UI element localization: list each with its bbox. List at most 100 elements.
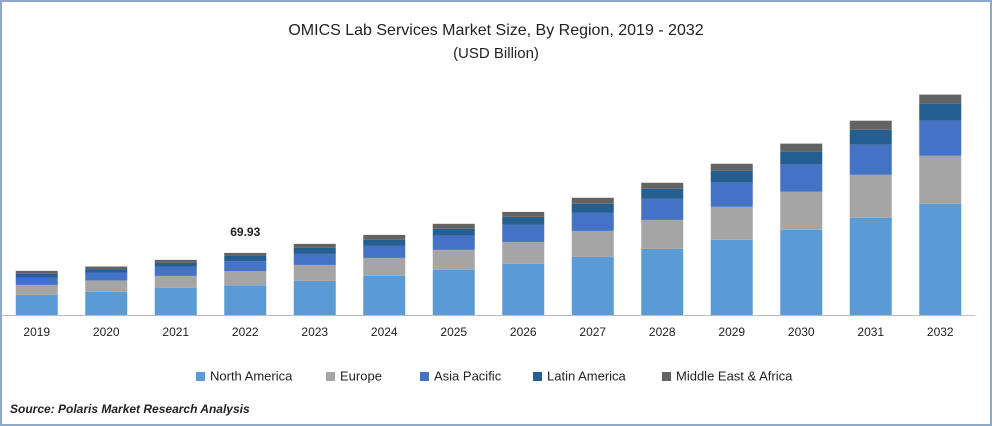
bar-segment — [15, 294, 58, 315]
x-tick-label: 2024 — [371, 325, 398, 339]
bar-segment — [780, 191, 823, 230]
bar-segment — [641, 219, 684, 249]
bar-segment — [641, 198, 684, 220]
x-tick-label: 2025 — [440, 325, 467, 339]
bar-segment — [571, 212, 614, 231]
x-tick-label: 2023 — [301, 325, 328, 339]
legend-swatch — [662, 372, 671, 381]
bar-segment — [919, 203, 962, 315]
bar-segment — [224, 261, 267, 272]
bar-segment — [293, 243, 336, 248]
bar-segment — [154, 287, 197, 315]
x-tick-label: 2029 — [718, 325, 745, 339]
data-label: 69.93 — [230, 225, 260, 239]
bar-segment — [641, 188, 684, 199]
bar-segment — [432, 235, 475, 250]
legend-swatch — [196, 372, 205, 381]
legend-swatch — [326, 372, 335, 381]
bar-segment — [363, 234, 406, 240]
bar-segment — [154, 259, 197, 263]
bar-segment — [780, 229, 823, 315]
chart-title: OMICS Lab Services Market Size, By Regio… — [288, 22, 703, 39]
bar-segment — [780, 143, 823, 152]
legend-swatch — [533, 372, 542, 381]
bar-segment — [849, 217, 892, 315]
bar-segment — [154, 262, 197, 267]
bar-segment — [154, 266, 197, 276]
bar-segment — [571, 203, 614, 213]
bar-segment — [15, 270, 58, 274]
bar-segment — [502, 216, 545, 225]
bar-segment — [85, 269, 128, 273]
bar-segment — [432, 249, 475, 270]
bar-segment — [571, 256, 614, 315]
bar-segment — [363, 275, 406, 315]
legend-label: Latin America — [547, 368, 627, 383]
bar-segment — [154, 275, 197, 288]
bar-segment — [15, 277, 58, 285]
bar-segment — [363, 257, 406, 276]
bar-segment — [432, 228, 475, 236]
bar-segment — [293, 247, 336, 254]
bar-segment — [571, 197, 614, 204]
bar-segment — [224, 252, 267, 256]
bar-segment — [919, 155, 962, 204]
bar-segment — [710, 239, 753, 315]
bar-segment — [432, 223, 475, 229]
bar-segment — [571, 230, 614, 257]
x-tick-label: 2032 — [927, 325, 954, 339]
bar-segment — [363, 245, 406, 258]
bar-segment — [15, 284, 58, 295]
bar-segment — [224, 271, 267, 286]
x-tick-label: 2021 — [162, 325, 189, 339]
legend-label: Asia Pacific — [434, 368, 502, 383]
bar-segment — [502, 263, 545, 315]
bar-segment — [849, 129, 892, 145]
bar-segment — [85, 272, 128, 281]
bar-segment — [919, 94, 962, 104]
x-tick-label: 2022 — [232, 325, 259, 339]
bar-segment — [710, 163, 753, 171]
x-tick-label: 2019 — [23, 325, 50, 339]
x-tick-label: 2031 — [857, 325, 884, 339]
bar-segment — [641, 248, 684, 315]
x-tick-label: 2026 — [510, 325, 537, 339]
legend-swatch — [420, 372, 429, 381]
x-tick-label: 2027 — [579, 325, 606, 339]
bar-segment — [502, 211, 545, 217]
x-tick-label: 2030 — [788, 325, 815, 339]
bar-segment — [710, 170, 753, 183]
legend-label: Middle East & Africa — [676, 368, 793, 383]
bar-segment — [849, 120, 892, 130]
bar-segment — [432, 269, 475, 315]
bar-segment — [293, 264, 336, 281]
bar-segment — [224, 255, 267, 262]
bar-segment — [85, 266, 128, 270]
bar-segment — [849, 144, 892, 175]
bar-segment — [919, 103, 962, 121]
chart-subtitle: (USD Billion) — [453, 45, 539, 62]
bar-segment — [849, 174, 892, 218]
bar-segment — [15, 273, 58, 278]
bar-segment — [780, 164, 823, 192]
bar-segment — [293, 280, 336, 315]
bar-segment — [85, 291, 128, 315]
x-tick-label: 2028 — [649, 325, 676, 339]
bar-segment — [710, 206, 753, 240]
bar-segment — [641, 182, 684, 189]
legend-label: Europe — [340, 368, 382, 383]
bar-segment — [919, 120, 962, 156]
bar-segment — [363, 239, 406, 246]
bar-segment — [502, 241, 545, 264]
legend-label: North America — [210, 368, 293, 383]
bar-segment — [502, 224, 545, 242]
x-tick-label: 2020 — [93, 325, 120, 339]
source: Source: Polaris Market Research Analysis — [10, 402, 250, 416]
bar-segment — [710, 182, 753, 207]
bar-segment — [224, 285, 267, 315]
bar-segment — [293, 253, 336, 265]
bar-segment — [780, 151, 823, 165]
bar-segment — [85, 280, 128, 292]
